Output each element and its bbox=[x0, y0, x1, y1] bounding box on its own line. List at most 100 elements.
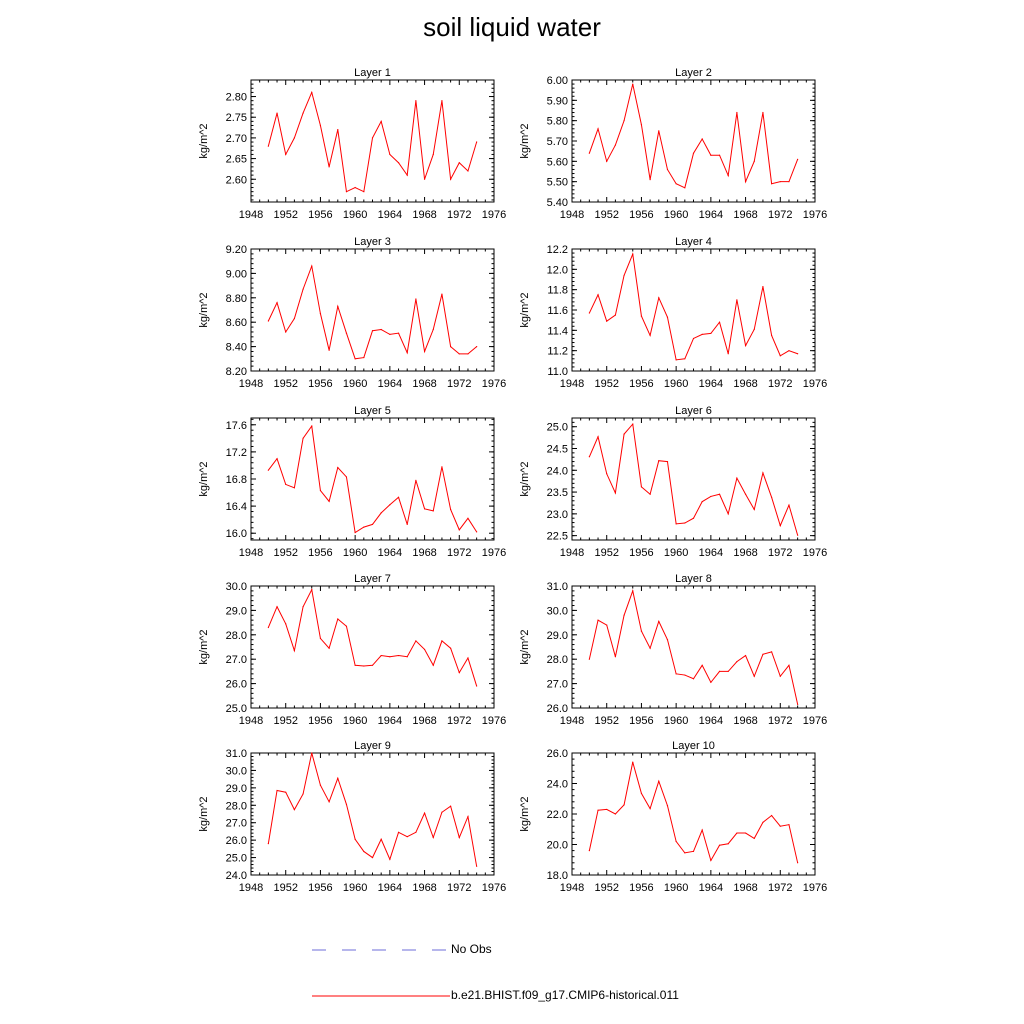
data-point bbox=[476, 685, 478, 687]
data-point bbox=[597, 436, 599, 438]
data-point bbox=[267, 469, 269, 471]
data-point bbox=[649, 647, 651, 649]
y-tick-label: 11.2 bbox=[547, 346, 568, 358]
data-point bbox=[692, 517, 695, 519]
x-tick-label: 1976 bbox=[803, 882, 827, 894]
y-tick-label: 22.0 bbox=[547, 809, 568, 821]
y-tick-label: 26.0 bbox=[226, 679, 247, 691]
data-point bbox=[762, 472, 764, 474]
data-point bbox=[788, 664, 790, 666]
data-point bbox=[311, 265, 313, 267]
y-tick-label: 11.4 bbox=[547, 325, 568, 337]
chart-panel: Layer 6 1948 1952 1956 1960 1964 1968 1972 1976 2… bbox=[519, 405, 827, 559]
y-tick-label: 25.0 bbox=[547, 422, 568, 434]
x-tick-label: 1968 bbox=[412, 882, 436, 894]
y-tick-label: 25.0 bbox=[226, 853, 247, 865]
plot-frame bbox=[571, 79, 816, 203]
series-line bbox=[267, 588, 478, 687]
y-axis-label: kg/m^2 bbox=[198, 796, 210, 831]
data-point bbox=[797, 703, 799, 705]
y-tick-label: 12.0 bbox=[547, 264, 568, 276]
data-point bbox=[692, 850, 695, 852]
data-point bbox=[406, 352, 408, 354]
y-tick-label: 28.0 bbox=[547, 654, 568, 666]
y-tick-label: 29.0 bbox=[226, 605, 247, 617]
data-point bbox=[476, 865, 478, 867]
data-point bbox=[267, 320, 269, 322]
data-point bbox=[458, 162, 460, 164]
data-point bbox=[415, 100, 417, 102]
data-point bbox=[302, 112, 304, 114]
data-point bbox=[788, 350, 790, 352]
data-point bbox=[666, 460, 669, 463]
data-point bbox=[606, 160, 608, 162]
data-point bbox=[701, 333, 703, 335]
y-tick-label: 24.0 bbox=[547, 779, 568, 791]
data-point bbox=[640, 630, 643, 632]
data-point bbox=[415, 298, 417, 300]
x-tick-label: 1960 bbox=[664, 209, 688, 221]
data-point bbox=[458, 672, 460, 674]
data-point bbox=[710, 859, 712, 862]
data-point bbox=[606, 624, 608, 626]
data-point bbox=[319, 784, 322, 786]
x-tick-label: 1960 bbox=[664, 882, 688, 894]
y-tick-label: 11.8 bbox=[547, 285, 568, 297]
legend-model-swatch bbox=[312, 995, 450, 997]
chart-panel: Layer 3 1948 1952 1956 1960 1964 1968 1972 1976 8… bbox=[198, 236, 506, 390]
data-point bbox=[640, 486, 643, 488]
chart-title: Layer 7 bbox=[354, 573, 391, 585]
data-point bbox=[736, 661, 738, 663]
data-point bbox=[701, 138, 703, 140]
data-point bbox=[371, 856, 374, 859]
data-point bbox=[771, 183, 773, 185]
data-point bbox=[684, 674, 686, 676]
x-tick-label: 1972 bbox=[768, 209, 792, 221]
series-line bbox=[267, 424, 478, 534]
x-tick-label: 1956 bbox=[629, 209, 653, 221]
y-tick-label: 23.0 bbox=[547, 509, 568, 521]
data-point bbox=[597, 809, 599, 811]
data-point bbox=[311, 425, 313, 427]
x-tick-label: 1952 bbox=[594, 378, 618, 390]
data-point bbox=[458, 836, 460, 839]
data-point bbox=[441, 640, 443, 642]
data-point bbox=[675, 183, 677, 185]
data-point bbox=[649, 493, 651, 495]
data-point bbox=[762, 111, 764, 114]
x-tick-label: 1968 bbox=[412, 715, 436, 727]
data-point bbox=[753, 675, 755, 677]
x-tick-label: 1948 bbox=[560, 547, 584, 559]
x-tick-label: 1956 bbox=[629, 882, 653, 894]
data-point bbox=[397, 332, 400, 334]
data-point bbox=[423, 350, 426, 353]
data-point bbox=[450, 346, 452, 348]
data-point bbox=[441, 293, 443, 295]
data-point bbox=[597, 619, 599, 621]
data-point bbox=[267, 145, 269, 147]
y-tick-label: 17.2 bbox=[226, 447, 247, 459]
y-tick-label: 22.5 bbox=[547, 531, 568, 543]
data-point bbox=[710, 495, 712, 498]
data-point bbox=[632, 590, 634, 592]
data-point bbox=[267, 626, 269, 629]
x-tick-label: 1964 bbox=[378, 209, 402, 221]
x-tick-label: 1968 bbox=[733, 715, 757, 727]
data-point bbox=[744, 654, 747, 657]
data-point bbox=[302, 793, 304, 795]
data-point bbox=[406, 836, 408, 838]
data-point bbox=[614, 813, 616, 815]
data-point bbox=[363, 850, 365, 853]
data-point bbox=[658, 130, 660, 132]
chart-title: Layer 8 bbox=[675, 573, 712, 585]
x-tick-label: 1952 bbox=[594, 209, 618, 221]
x-tick-label: 1972 bbox=[447, 209, 471, 221]
x-tick-label: 1972 bbox=[768, 715, 792, 727]
x-tick-label: 1948 bbox=[239, 715, 263, 727]
data-point bbox=[649, 334, 651, 337]
data-point bbox=[363, 526, 365, 528]
data-point bbox=[415, 640, 417, 642]
data-point bbox=[797, 158, 799, 160]
data-point bbox=[718, 844, 721, 846]
chart-panel: Layer 10 1948 1952 1956 1960 1964 1968 1972 1976… bbox=[519, 740, 827, 894]
